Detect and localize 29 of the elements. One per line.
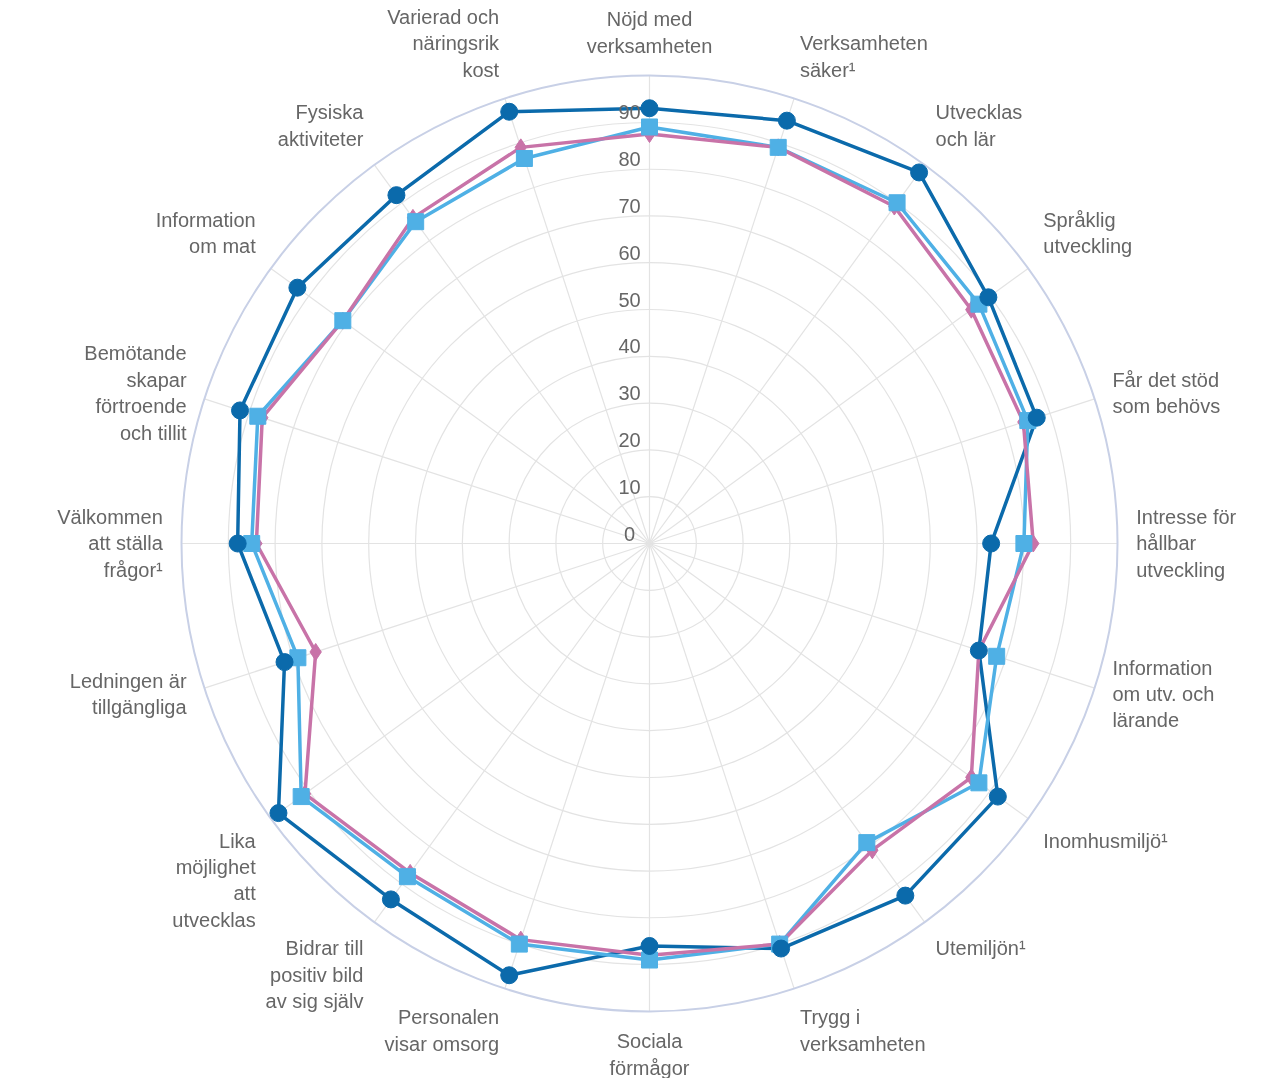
y-tick-label: 20 <box>618 428 641 451</box>
spoke-label: Inomhusmiljö¹ <box>1043 829 1169 852</box>
spoke-label: Verksamheten säker¹ <box>799 32 928 81</box>
spoke-label: Bidrar till positiv bild av sig själv <box>265 937 364 1013</box>
spoke-label: Personalen visar omsorg <box>384 1006 500 1055</box>
spoke-label: Språklig utveckling <box>1043 209 1133 258</box>
y-tick-label: 10 <box>618 475 641 498</box>
y-tick-label: 0 <box>623 522 636 545</box>
spoke-label: Sociala förmågor <box>609 1030 690 1078</box>
spoke-label: Trygg i verksamheten <box>799 1006 926 1055</box>
spoke-label: Välkommen att ställa frågor¹ <box>57 506 164 581</box>
spoke-label: Intresse för hållbar utveckling <box>1136 506 1237 581</box>
spoke-label: Varierad och näringsrik kost <box>387 5 501 81</box>
spoke-label: Information om mat <box>155 209 257 258</box>
y-tick-label: 70 <box>618 194 641 217</box>
spoke-label: Ledningen är tillgängliga <box>69 669 188 719</box>
spoke-label: Lika möjlighet att utvecklas <box>172 829 257 931</box>
spoke-label: Information om utv. och lärande <box>1112 656 1215 732</box>
spoke-label: Utvecklas och lär <box>935 101 1023 150</box>
y-tick-label: 80 <box>618 148 641 171</box>
spoke-label: Fysiska aktiviteter <box>277 101 365 150</box>
y-tick-label: 40 <box>618 335 641 358</box>
y-tick-label: 50 <box>618 288 641 311</box>
spoke-label: Bemötande skapar förtroende och tillit <box>84 342 188 444</box>
spoke-label: Utemiljön¹ <box>935 937 1026 960</box>
spoke-label: Nöjd med verksamheten <box>586 8 713 57</box>
spoke-label: Får det stöd som behövs <box>1112 368 1221 418</box>
y-tick-label: 30 <box>618 382 641 405</box>
y-tick-label: 60 <box>618 241 641 264</box>
